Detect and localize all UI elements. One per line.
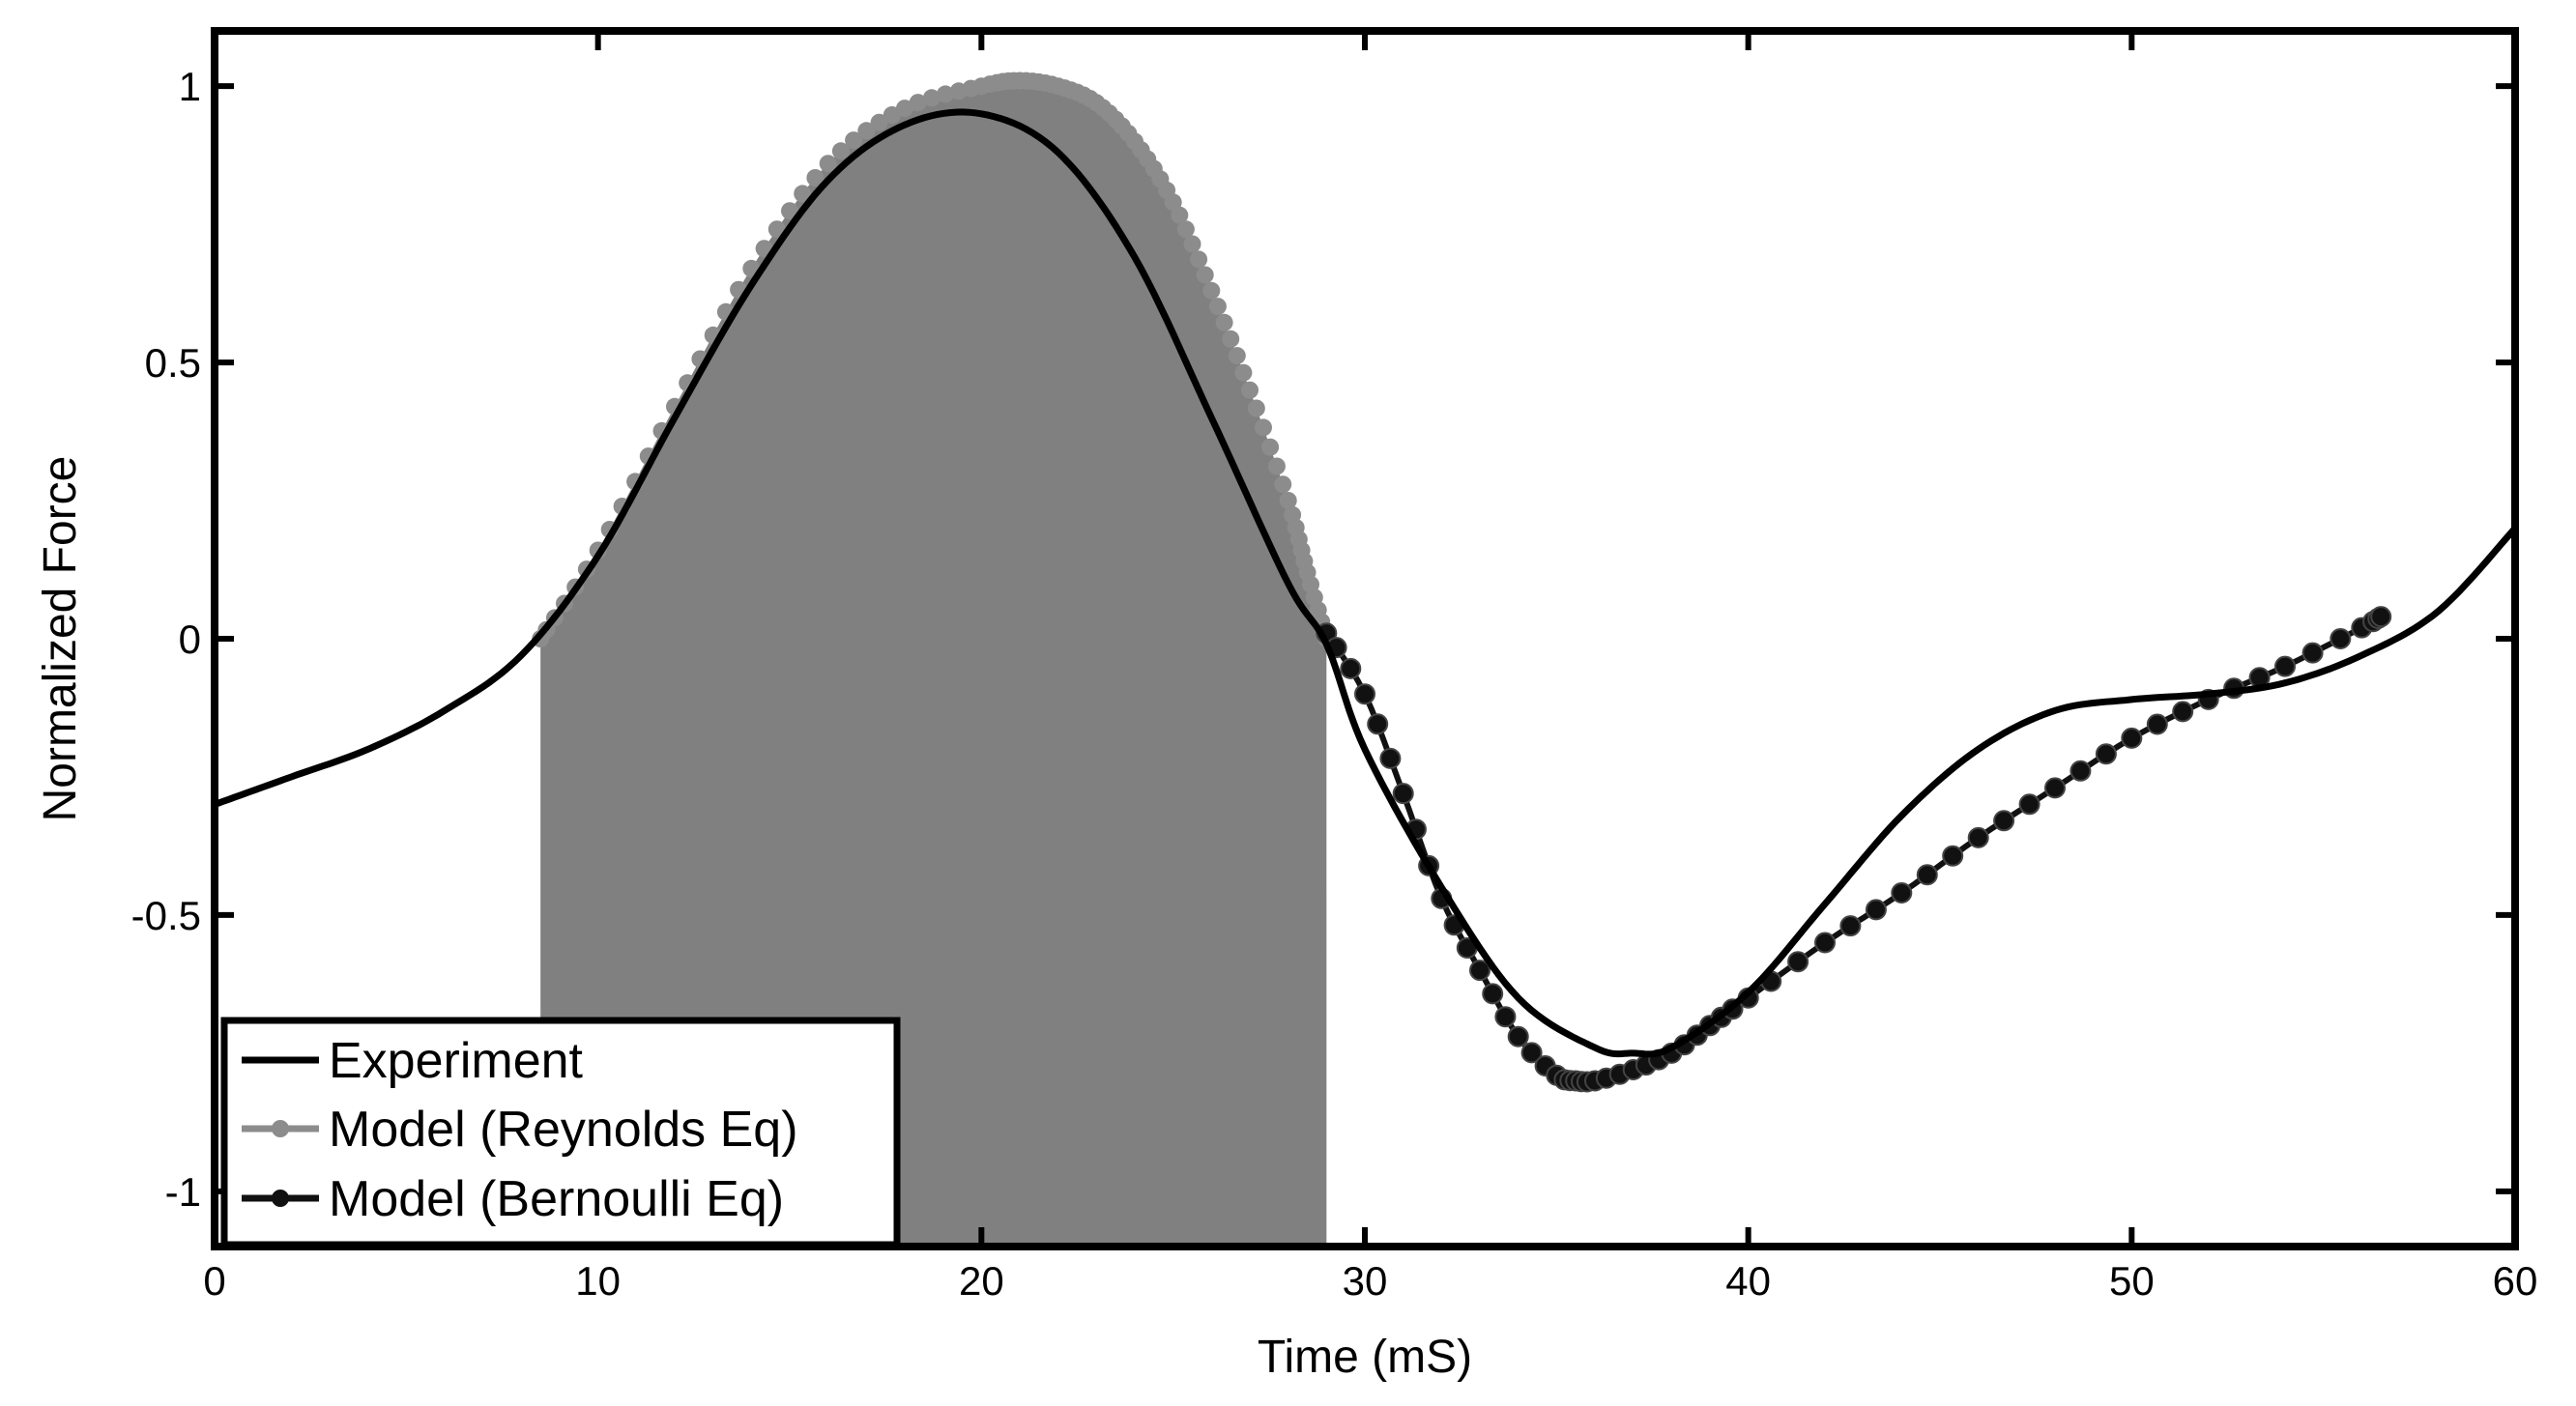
- bernoulli-point: [1494, 1006, 1517, 1028]
- bernoulli-point: [1469, 960, 1491, 982]
- bernoulli-point: [2069, 760, 2092, 782]
- reynolds-point: [1196, 266, 1214, 284]
- bernoulli-point: [1787, 951, 1809, 973]
- bernoulli-point: [1891, 882, 1913, 904]
- bernoulli-point: [1967, 826, 1989, 848]
- bernoulli-point: [1340, 657, 1362, 679]
- bernoulli-point: [1482, 983, 1504, 1005]
- reynolds-point: [870, 113, 888, 131]
- reynolds-point: [1208, 298, 1227, 316]
- bernoulli-point: [1354, 683, 1375, 705]
- reynolds-point: [819, 155, 837, 173]
- reynolds-point: [794, 185, 812, 203]
- reynolds-point: [1222, 330, 1240, 348]
- bernoulli-point: [1839, 915, 1862, 937]
- legend-label-reynolds: Model (Reynolds Eq): [329, 1102, 798, 1158]
- reynolds-point: [909, 94, 927, 112]
- bernoulli-point: [1507, 1025, 1529, 1047]
- bernoulli-point: [1942, 845, 1964, 867]
- legend-label-bernoulli: Model (Bernoulli Eq): [329, 1171, 784, 1227]
- y-axis-label: Normalized Force: [35, 456, 86, 822]
- reynolds-point: [1176, 220, 1195, 239]
- legend-marker-reynolds: [272, 1120, 289, 1137]
- bernoulli-point: [2301, 642, 2324, 664]
- experiment-line: [213, 108, 2518, 1058]
- reynolds-point: [1241, 381, 1259, 399]
- reynolds-point: [1190, 250, 1208, 269]
- x-tick-label: 50: [2109, 1258, 2155, 1304]
- bernoulli-point: [2018, 793, 2041, 816]
- reynolds-fill-layer: [532, 72, 1336, 1247]
- bernoulli-point: [2095, 743, 2117, 765]
- reynolds-point: [1255, 418, 1272, 437]
- y-tick-label: 0.5: [145, 340, 201, 386]
- reynolds-point: [1261, 438, 1280, 456]
- reynolds-point: [1215, 313, 1233, 331]
- bernoulli-point: [1379, 747, 1402, 769]
- reynolds-point: [1247, 399, 1265, 417]
- reynolds-point: [857, 122, 876, 140]
- legend: Experiment Model (Reynolds Eq) Model (Be…: [220, 1017, 901, 1248]
- x-tick-label: 0: [203, 1258, 225, 1304]
- reynolds-point: [1234, 363, 1253, 382]
- legend-box: [220, 1017, 901, 1248]
- y-tick-label: -1: [165, 1169, 201, 1215]
- reynolds-point: [781, 202, 798, 220]
- reynolds-point: [1274, 475, 1292, 494]
- bernoulli-point: [2044, 777, 2066, 799]
- x-tick-label: 40: [1725, 1258, 1771, 1304]
- reynolds-point: [806, 169, 825, 187]
- reynolds-point: [831, 142, 850, 160]
- bernoulli-point: [1392, 783, 1414, 805]
- x-tick-label: 10: [575, 1258, 621, 1304]
- reynolds-point: [845, 131, 863, 150]
- tick-labels: 0 10 20 30 40 50 60 1 0.5 0 -0.5 -1: [131, 64, 2538, 1304]
- reynolds-point: [883, 106, 901, 124]
- series-layer: [213, 108, 2518, 1093]
- legend-label-experiment: Experiment: [329, 1033, 584, 1089]
- x-axis-label: Time (mS): [1258, 1332, 1472, 1383]
- reynolds-point: [1279, 492, 1297, 509]
- y-tick-label: 0: [179, 617, 201, 662]
- x-tick-label: 20: [959, 1258, 1004, 1304]
- reynolds-point: [1202, 281, 1221, 300]
- bernoulli-point: [1367, 713, 1389, 735]
- bernoulli-point: [2146, 713, 2168, 735]
- reynolds-point: [1267, 457, 1286, 475]
- reynolds-point: [1164, 193, 1182, 212]
- reynolds-point: [896, 100, 913, 118]
- y-tick-label: -0.5: [131, 893, 201, 938]
- bernoulli-point: [2172, 701, 2194, 723]
- reynolds-point: [1228, 347, 1246, 365]
- bernoulli-point: [2330, 628, 2352, 649]
- reynolds-point: [1171, 206, 1189, 224]
- x-tick-label: 30: [1343, 1258, 1388, 1304]
- bernoulli-point: [1520, 1042, 1543, 1064]
- bernoulli-line: [1323, 614, 2383, 1085]
- legend-marker-bernoulli: [272, 1190, 289, 1207]
- reynolds-area: [540, 80, 1327, 1247]
- bernoulli-point: [2121, 727, 2143, 749]
- reynolds-point: [922, 89, 941, 107]
- x-tick-label: 60: [2493, 1258, 2538, 1304]
- reynolds-point: [767, 220, 786, 239]
- bernoulli-point: [2274, 655, 2296, 677]
- reynolds-point: [1183, 235, 1201, 253]
- y-tick-label: 1: [179, 64, 201, 109]
- bernoulli-point: [1916, 864, 1938, 886]
- reynolds-point: [937, 85, 955, 103]
- bernoulli-point: [2370, 606, 2392, 628]
- bernoulli-point: [1993, 810, 2015, 832]
- bernoulli-point: [1814, 932, 1836, 954]
- bernoulli-point: [1865, 899, 1887, 921]
